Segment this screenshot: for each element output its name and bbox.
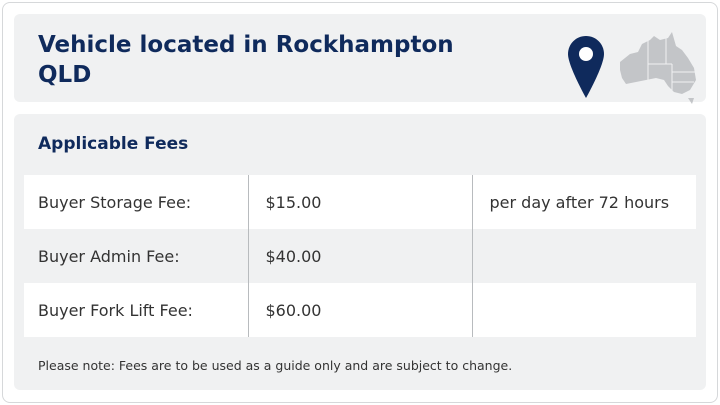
location-header: Vehicle located in Rockhampton QLD (14, 14, 706, 104)
fee-amount: $15.00 (247, 175, 472, 229)
fee-amount: $60.00 (247, 283, 472, 337)
fee-note (471, 283, 696, 337)
table-row: Buyer Storage Fee: $15.00 per day after … (24, 175, 696, 229)
fee-label: Buyer Storage Fee: (24, 175, 248, 229)
fee-note: per day after 72 hours (471, 175, 696, 229)
table-row: Buyer Admin Fee: $40.00 (24, 229, 696, 283)
table-row: Buyer Fork Lift Fee: $60.00 (24, 283, 696, 337)
fee-label: Buyer Fork Lift Fee: (24, 283, 248, 337)
fees-panel: Applicable Fees Buyer Storage Fee: $15.0… (14, 114, 706, 390)
disclaimer: Please note: Fees are to be used as a gu… (38, 358, 513, 373)
fee-note (471, 229, 696, 283)
fees-table: Buyer Storage Fee: $15.00 per day after … (24, 175, 696, 337)
fee-label: Buyer Admin Fee: (24, 229, 248, 283)
location-title: Vehicle located in Rockhampton QLD (38, 32, 454, 88)
map-pin-icon (568, 36, 604, 98)
fees-title: Applicable Fees (38, 134, 189, 154)
australia-map-icon (620, 32, 696, 104)
fee-amount: $40.00 (247, 229, 472, 283)
